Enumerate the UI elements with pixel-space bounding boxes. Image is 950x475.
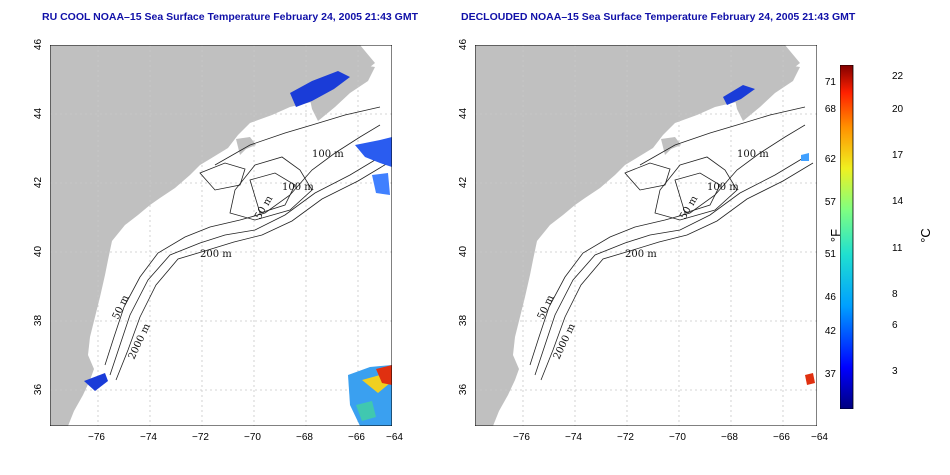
lat-tick: 46 <box>457 38 469 51</box>
left-sst-map: 100 m 100 m 50 m 200 m 50 m 2000 m <box>50 45 392 426</box>
lon-tick: −66 <box>773 432 790 443</box>
colorbar-c-label: °C <box>917 228 933 243</box>
c-tick: 14 <box>892 196 904 207</box>
f-tick: 51 <box>824 249 836 260</box>
lon-tick: −76 <box>88 432 105 443</box>
f-tick: 57 <box>824 197 836 208</box>
colorbar-f-label: °F <box>828 228 844 243</box>
f-tick: 68 <box>824 104 836 115</box>
c-tick: 6 <box>892 320 898 331</box>
lat-tick: 40 <box>32 245 44 258</box>
left-lat-axis: 46 44 42 40 38 36 <box>20 39 50 426</box>
f-tick: 71 <box>824 77 836 88</box>
lat-tick: 46 <box>32 38 44 51</box>
contour-label: 100 m <box>707 182 739 193</box>
graticule <box>475 45 817 426</box>
lat-tick: 44 <box>457 107 469 120</box>
lat-tick: 42 <box>32 176 44 189</box>
colorbar-f-ticks: 71 68 62 57 51 46 42 37 <box>812 65 838 409</box>
land-mass <box>50 45 375 426</box>
lat-tick: 36 <box>457 383 469 396</box>
lon-tick: −68 <box>721 432 738 443</box>
lon-tick: −64 <box>386 432 403 443</box>
f-tick: 46 <box>824 292 836 303</box>
bathymetry-contours <box>529 106 814 381</box>
contour-label: 200 m <box>200 249 232 260</box>
lat-tick: 44 <box>32 107 44 120</box>
right-sst-map: 100 m 100 m 50 m 200 m 50 m 2000 m <box>475 45 817 426</box>
lat-tick: 38 <box>32 314 44 327</box>
lon-tick: −70 <box>669 432 686 443</box>
left-map-title: RU COOL NOAA–15 Sea Surface Temperature … <box>42 11 419 23</box>
f-tick: 62 <box>824 154 836 165</box>
lon-tick: −64 <box>811 432 828 443</box>
nova-scotia-land <box>733 65 800 121</box>
sst-patches <box>723 85 815 385</box>
sst-patches <box>84 71 392 426</box>
lon-tick: −68 <box>296 432 313 443</box>
contour-label: 100 m <box>282 182 314 193</box>
lat-tick: 36 <box>32 383 44 396</box>
c-tick: 20 <box>892 104 904 115</box>
colorbar-gradient <box>840 65 854 409</box>
left-lon-axis: −76 −74 −72 −70 −68 −66 −64 <box>50 432 403 448</box>
c-tick: 8 <box>892 289 898 300</box>
nova-scotia-land <box>308 65 375 121</box>
temperature-colorbar <box>840 65 854 409</box>
lat-tick: 42 <box>457 176 469 189</box>
lon-tick: −76 <box>513 432 530 443</box>
lat-tick: 38 <box>457 314 469 327</box>
lon-tick: −74 <box>140 432 157 443</box>
right-map-title: DECLOUDED NOAA–15 Sea Surface Temperatur… <box>461 11 856 23</box>
lon-tick: −74 <box>565 432 582 443</box>
lon-tick: −72 <box>192 432 209 443</box>
lat-tick: 40 <box>457 245 469 258</box>
c-tick: 17 <box>892 150 904 161</box>
lon-tick: −70 <box>244 432 261 443</box>
land-mass <box>475 45 800 426</box>
right-lon-axis: −76 −74 −72 −70 −68 −66 −64 <box>475 432 828 448</box>
bathymetry-contours <box>104 106 389 381</box>
lon-tick: −72 <box>617 432 634 443</box>
graticule <box>50 45 392 426</box>
f-tick: 37 <box>824 369 836 380</box>
lon-tick: −66 <box>348 432 365 443</box>
colorbar-c-ticks: 22 20 17 14 11 8 6 3 <box>888 65 914 409</box>
c-tick: 22 <box>892 71 904 82</box>
c-tick: 11 <box>892 243 903 254</box>
f-tick: 42 <box>824 326 836 337</box>
contour-label: 100 m <box>312 149 344 160</box>
contour-label: 200 m <box>625 249 657 260</box>
right-lat-axis: 46 44 42 40 38 36 <box>445 39 475 426</box>
c-tick: 3 <box>892 366 898 377</box>
contour-label: 100 m <box>737 149 769 160</box>
